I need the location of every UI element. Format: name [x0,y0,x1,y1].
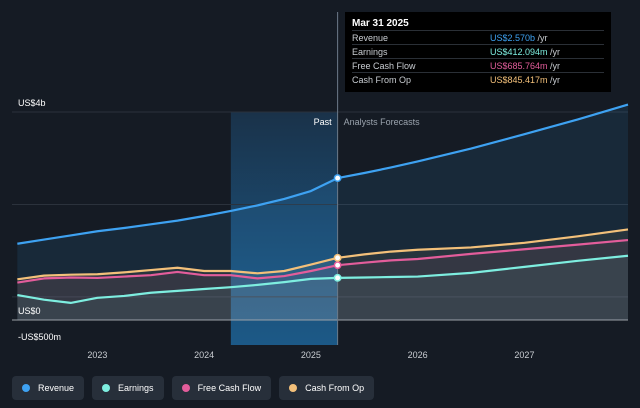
legend-dot-icon [289,384,298,392]
tooltip-row-value: US$412.094m /yr [490,47,561,57]
x-tick-label-2025: 2025 [301,350,321,360]
x-tick-label-2024: 2024 [194,350,214,360]
series-area-free-cash-flow [17,240,629,320]
tooltip-row: Revenue US$2.570b /yr [352,30,604,45]
marker-free-cash-flow [333,261,342,270]
legend-item-earnings[interactable]: Earnings [92,376,164,400]
legend-label: Revenue [38,383,75,393]
series-line-revenue [17,103,629,245]
legend-label: Cash From Op [305,383,365,393]
legend-dot-icon [102,384,111,392]
tooltip-row: Free Cash Flow US$685.764m /yr [352,58,604,73]
tooltip-date: Mar 31 2025 [352,18,409,29]
marker-earnings [333,273,342,282]
tooltip-row-value: US$845.417m /yr [490,75,561,85]
x-tick-label-2027: 2027 [514,350,534,360]
tooltip-row-label: Revenue [352,33,389,43]
data-tooltip: Mar 31 2025 Revenue US$2.570b /yr Earnings… [345,12,611,92]
tooltip-row-label: Free Cash Flow [352,61,416,71]
legend-dot-icon [181,384,190,392]
marker-revenue [333,174,342,183]
tooltip-row-value: US$2.570b /yr [490,33,548,43]
x-tick-label-2023: 2023 [87,350,107,360]
series-line-earnings [17,254,629,304]
legend-label: Earnings [118,383,154,393]
series-line-cash-from-op [17,228,629,281]
tooltip-row: Cash From Op US$845.417m /yr [352,72,604,87]
legend-label: Free Cash Flow [197,383,262,393]
tooltip-row-value: US$685.764m /yr [490,61,561,71]
series-line-free-cash-flow [17,238,629,284]
legend-dot-icon [22,384,30,392]
tooltip-row-label: Cash From Op [352,75,412,85]
series-area-cash-from-op [17,229,629,320]
y-axis-label-0: US$4b [18,98,46,108]
legend-item-free-cash-flow[interactable]: Free Cash Flow [171,376,272,400]
chart-legend: Revenue Earnings Free Cash Flow Cash From O… [12,376,375,400]
past-highlight-band [230,112,338,345]
past-label: Past [314,117,333,127]
tooltip-row: Earnings US$412.094m /yr [352,44,604,59]
series-area-earnings [17,255,629,320]
legend-item-cash-from-op[interactable]: Cash From Op [279,376,375,400]
tooltip-row-label: Earnings [352,47,388,57]
series-area-revenue [17,104,629,320]
x-tick-label-2026: 2026 [408,350,428,360]
marker-cash-from-op [333,253,342,262]
y-axis-label-1: US$0 [18,306,41,316]
legend-item-revenue[interactable]: Revenue [12,376,85,400]
forecast-label: Analysts Forecasts [344,117,421,127]
y-axis-label-2: -US$500m [18,332,61,342]
